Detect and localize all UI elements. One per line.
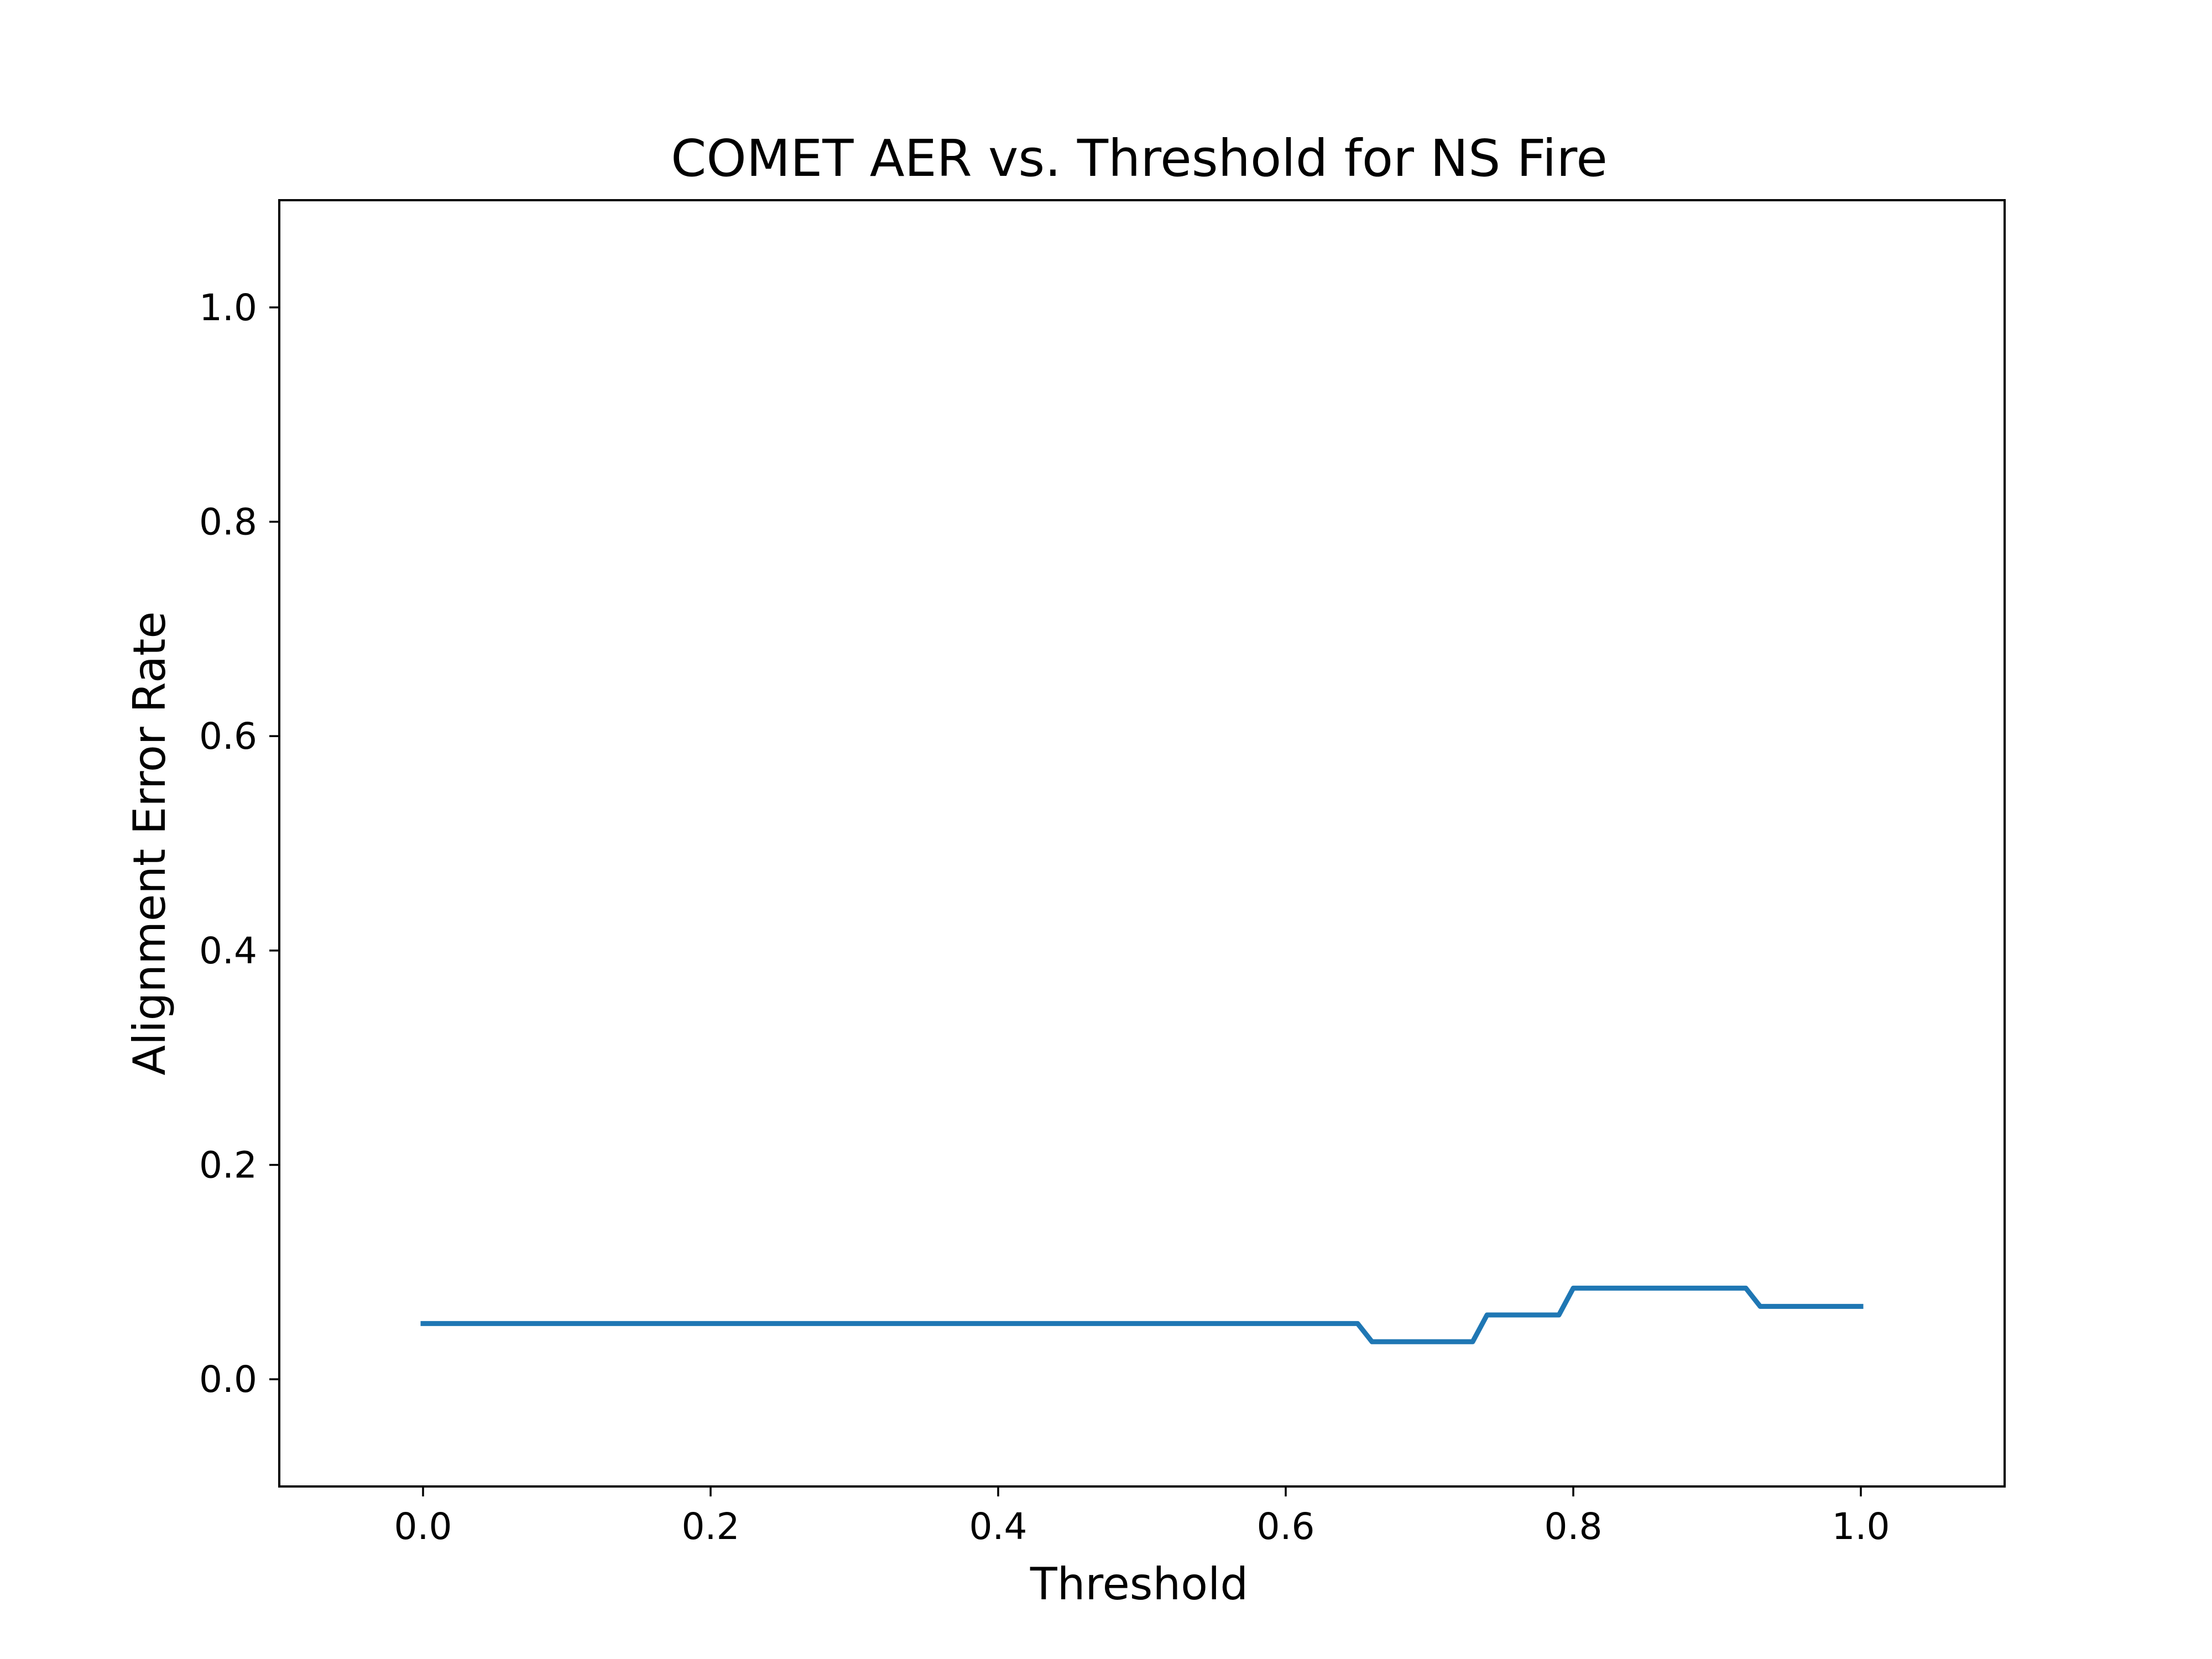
x-axis-ticks: 0.0 0.2 0.4 0.6 0.8 1.0	[394, 1486, 1890, 1548]
series-line-0	[420, 1285, 1864, 1344]
y-axis-label: Alignment Error Rate	[124, 611, 175, 1075]
x-tick-label: 0.6	[1257, 1505, 1315, 1548]
y-tick-label: 1.0	[199, 286, 257, 329]
y-tick-label: 0.6	[199, 715, 257, 758]
y-tick-label: 0.8	[199, 501, 257, 544]
x-tick-label: 0.4	[969, 1505, 1027, 1548]
x-axis-label: Threshold	[1030, 1558, 1248, 1610]
x-tick-label: 1.0	[1832, 1505, 1890, 1548]
series-group	[420, 1285, 1864, 1344]
y-axis-ticks: 0.0 0.2 0.4 0.6 0.8 1.0	[199, 286, 279, 1401]
y-tick-label: 0.0	[199, 1358, 257, 1401]
x-tick-label: 0.0	[394, 1505, 452, 1548]
x-tick-label: 0.2	[682, 1505, 740, 1548]
plot-area-frame	[278, 199, 2006, 1488]
y-tick-label: 0.2	[199, 1144, 257, 1187]
x-tick-label: 0.8	[1545, 1505, 1603, 1548]
chart-title: COMET AER vs. Threshold for NS Fire	[671, 129, 1608, 188]
y-tick-label: 0.4	[199, 930, 257, 972]
